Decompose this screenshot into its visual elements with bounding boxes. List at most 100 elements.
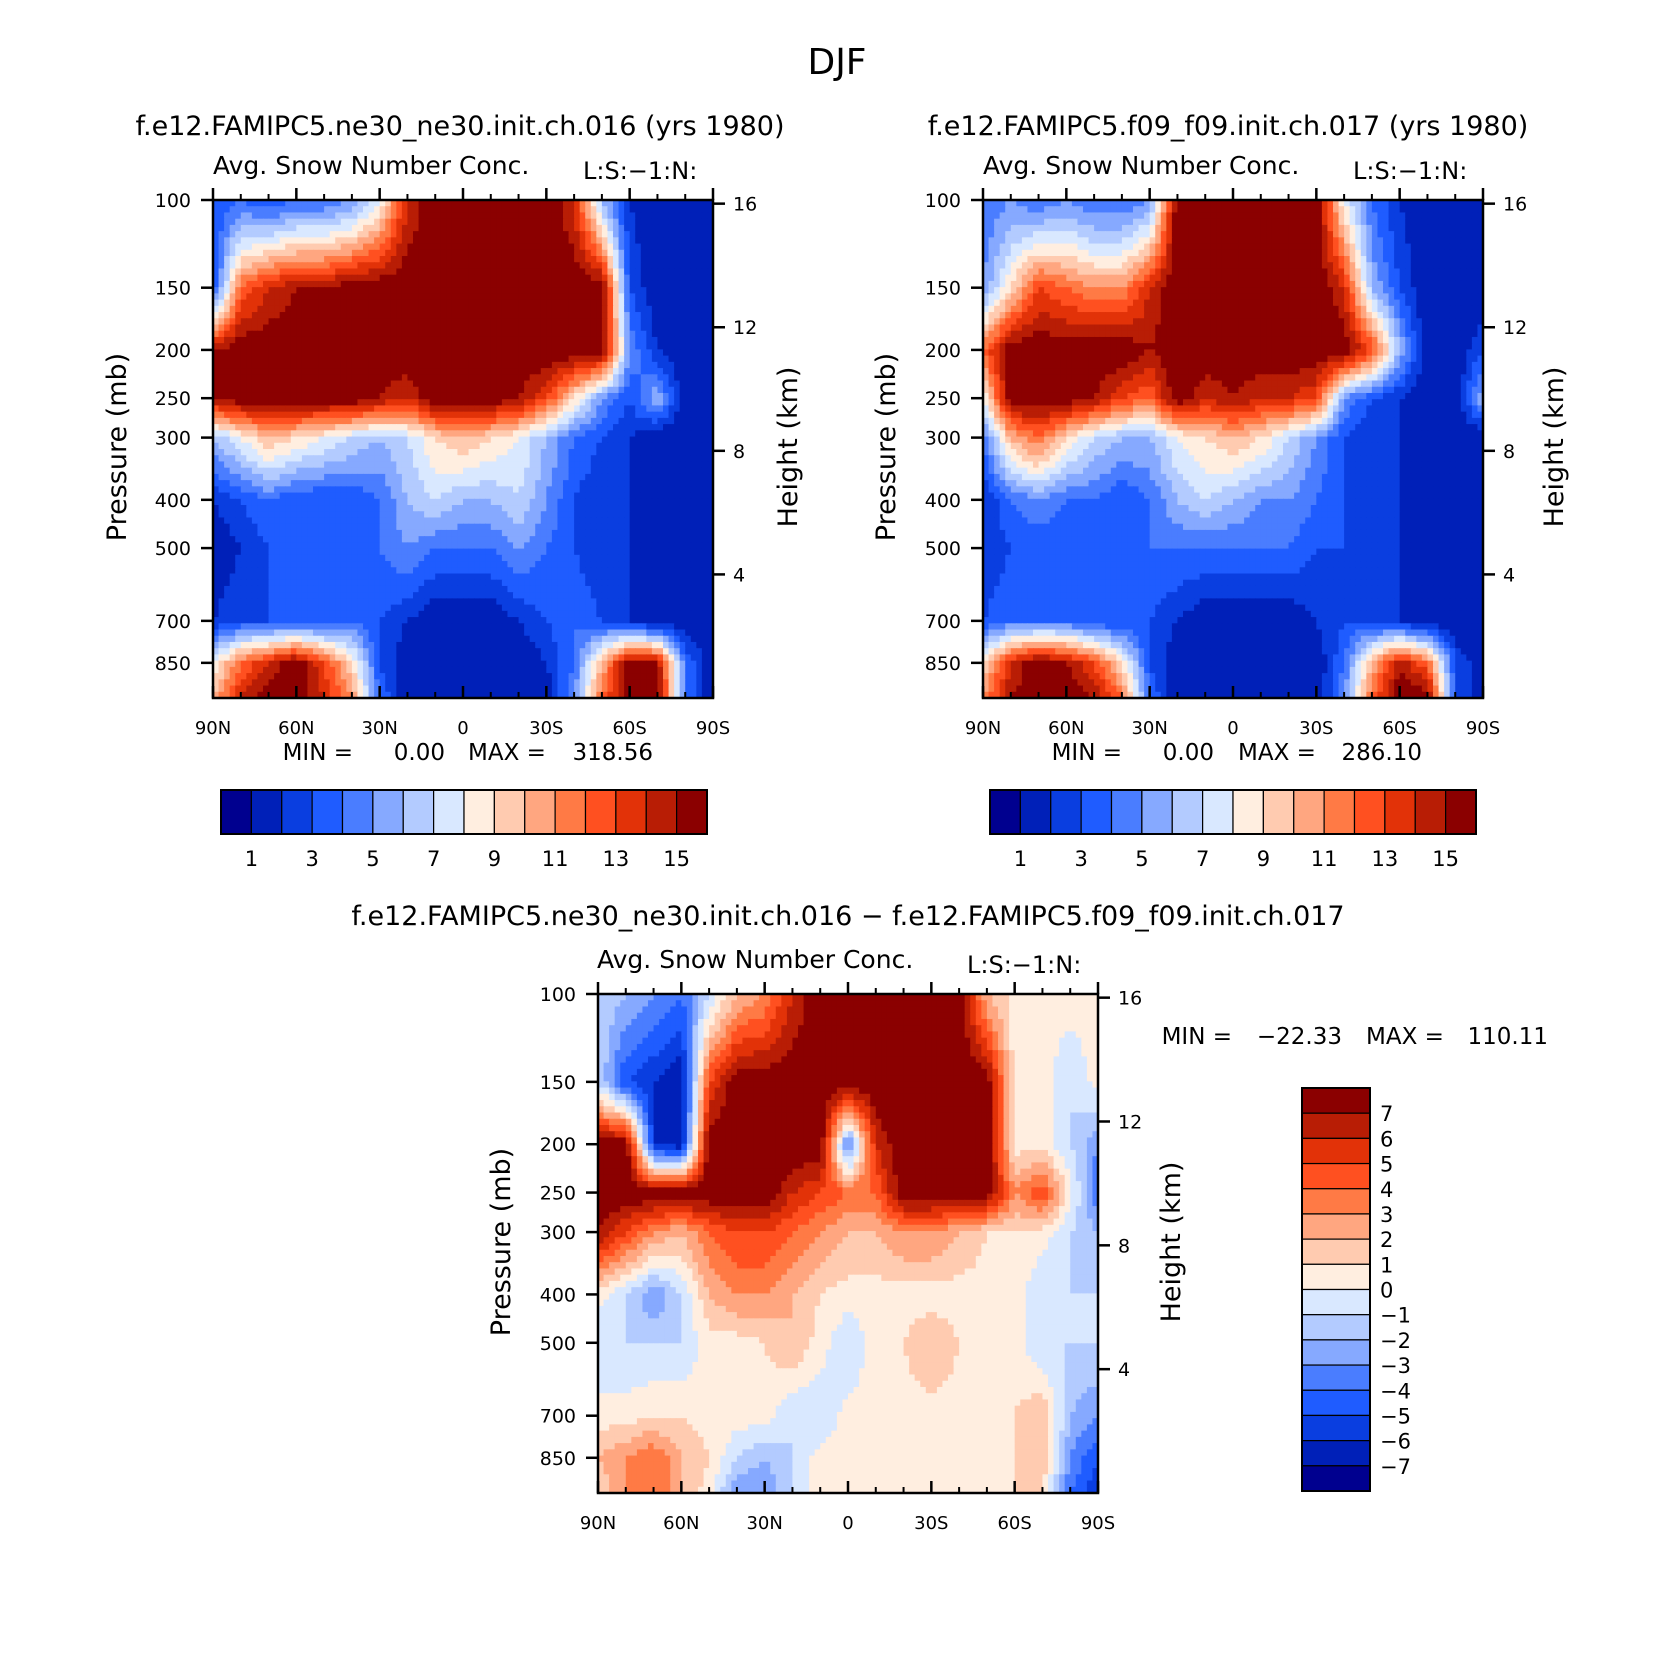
heatmap-cell <box>468 511 475 519</box>
heatmap-cell <box>624 486 631 494</box>
heatmap-cell <box>707 287 714 294</box>
heatmap-cell <box>629 399 636 407</box>
heatmap-cell <box>607 368 614 375</box>
heatmap-cell <box>218 392 225 400</box>
heatmap-cell <box>396 293 403 301</box>
heatmap-cell <box>218 349 225 357</box>
heatmap-cell <box>563 523 570 531</box>
heatmap-cell <box>324 374 331 382</box>
heatmap-cell <box>457 461 464 469</box>
heatmap-cell <box>601 405 609 413</box>
heatmap-cell <box>385 498 392 506</box>
heatmap-cell <box>357 361 364 369</box>
heatmap-cell <box>501 436 509 444</box>
heatmap-cell <box>585 480 592 487</box>
heatmap-cell <box>635 380 642 388</box>
heatmap-cell <box>663 206 670 214</box>
heatmap-cell <box>240 243 247 251</box>
heatmap-cell <box>651 424 659 431</box>
heatmap-cell <box>701 386 709 394</box>
heatmap-cell <box>301 374 309 382</box>
heatmap-cell <box>335 268 342 276</box>
heatmap-cell <box>346 442 353 450</box>
heatmap-cell <box>468 424 475 431</box>
heatmap-cell <box>390 480 397 487</box>
heatmap-cell <box>457 529 464 537</box>
heatmap-cell <box>296 492 303 500</box>
heatmap-cell <box>346 380 353 388</box>
heatmap-cell <box>551 449 559 456</box>
heatmap-cell <box>263 287 270 294</box>
heatmap-cell <box>407 293 414 301</box>
heatmap-cell <box>324 349 331 357</box>
heatmap-cell <box>329 536 336 543</box>
heatmap-cell <box>440 268 447 276</box>
heatmap-cell <box>513 299 520 307</box>
heatmap-cell <box>696 442 703 450</box>
heatmap-cell <box>524 455 531 463</box>
heatmap-cell <box>390 523 397 531</box>
heatmap-cell <box>690 399 697 407</box>
heatmap-cell <box>629 212 636 220</box>
heatmap-cell <box>590 349 597 357</box>
heatmap-cell <box>213 368 220 375</box>
heatmap-cell <box>690 218 697 226</box>
heatmap-cell <box>213 480 220 487</box>
heatmap-cell <box>590 224 597 232</box>
heatmap-cell <box>379 517 386 525</box>
heatmap-cell <box>679 287 686 294</box>
heatmap-cell <box>518 411 525 419</box>
heatmap-cell <box>690 386 697 394</box>
heatmap-cell <box>290 212 297 220</box>
heatmap-cell <box>663 505 670 512</box>
heatmap-cell <box>318 417 325 425</box>
heatmap-cell <box>668 392 675 400</box>
heatmap-cell <box>435 287 442 294</box>
heatmap-cell <box>518 486 525 494</box>
heatmap-cell <box>318 243 325 251</box>
heatmap-cell <box>424 536 431 543</box>
heatmap-cell <box>563 442 570 450</box>
heatmap-cell <box>707 200 714 207</box>
heatmap-cell <box>529 536 536 543</box>
heatmap-cell <box>285 287 292 294</box>
heatmap-cell <box>551 224 559 232</box>
heatmap-cell <box>296 280 303 288</box>
heatmap-cell <box>318 480 325 487</box>
heatmap-cell <box>657 424 664 431</box>
heatmap-cell <box>329 268 336 276</box>
heatmap-cell <box>563 231 570 238</box>
heatmap-cell <box>446 231 453 238</box>
heatmap-cell <box>551 374 559 382</box>
heatmap-cell <box>429 349 436 357</box>
heatmap-cell <box>468 380 475 388</box>
heatmap-cell <box>313 380 320 388</box>
heatmap-cell <box>690 280 697 288</box>
heatmap-cell <box>368 399 375 407</box>
heatmap-cell <box>557 293 564 301</box>
heatmap-cell <box>240 224 247 232</box>
heatmap-cell <box>451 212 459 220</box>
heatmap-cell <box>485 200 492 207</box>
heatmap-cell <box>540 505 547 512</box>
heatmap-cell <box>346 243 353 251</box>
heatmap-cell <box>479 305 486 313</box>
heatmap-cell <box>374 505 381 512</box>
heatmap-cell <box>235 405 242 413</box>
heatmap-cell <box>429 200 436 207</box>
heatmap-cell <box>629 517 636 525</box>
heatmap-cell <box>346 256 353 263</box>
heatmap-cell <box>635 262 642 270</box>
heatmap-cell <box>396 280 403 288</box>
heatmap-cell <box>363 349 370 357</box>
heatmap-cell <box>240 380 247 388</box>
heatmap-cell <box>396 380 403 388</box>
heatmap-cell <box>635 243 642 251</box>
heatmap-cell <box>257 436 264 444</box>
heatmap-cell <box>579 237 586 245</box>
heatmap-cell <box>346 536 353 543</box>
heatmap-cell <box>329 461 336 469</box>
heatmap-cell <box>551 417 559 425</box>
heatmap-cell <box>513 536 520 543</box>
heatmap-cell <box>579 274 586 282</box>
